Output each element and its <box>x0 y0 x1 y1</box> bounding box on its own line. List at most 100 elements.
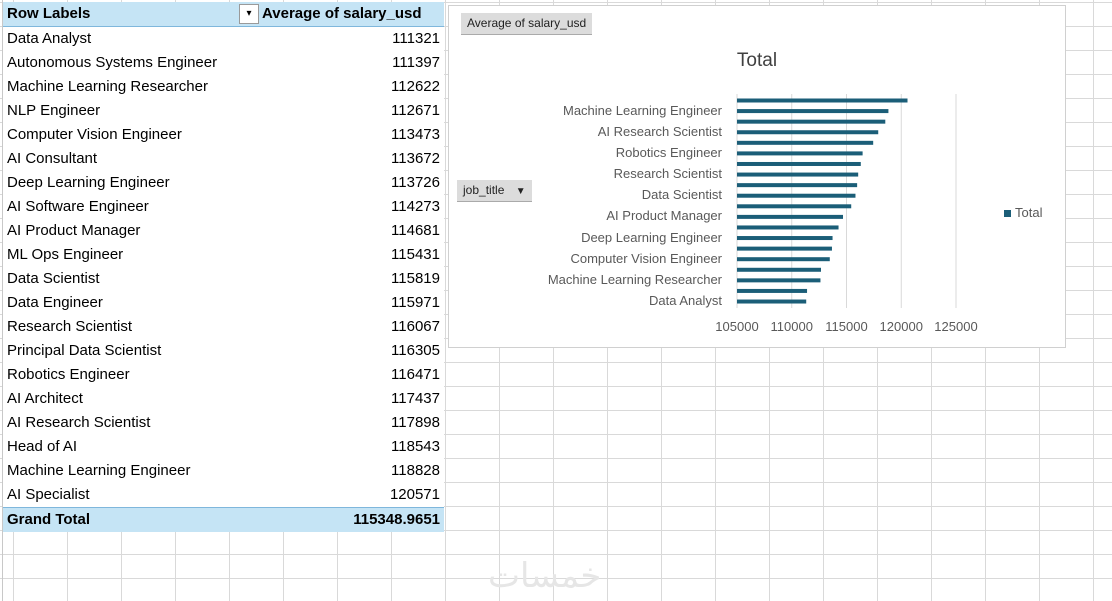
pivot-row[interactable]: Deep Learning Engineer 113726 <box>3 171 444 195</box>
pivot-row[interactable]: Autonomous Systems Engineer 111397 <box>3 51 444 75</box>
row-labels-header[interactable]: Row Labels <box>7 5 91 22</box>
pivot-row[interactable]: Machine Learning Researcher 112622 <box>3 75 444 99</box>
pivot-row-value: 112622 <box>391 78 440 95</box>
pivot-row[interactable]: Research Scientist 116067 <box>3 315 444 339</box>
pivot-row-value: 117898 <box>391 414 440 431</box>
value-header[interactable]: Average of salary_usd <box>262 5 422 22</box>
bar[interactable] <box>737 278 821 283</box>
pivot-row[interactable]: ML Ops Engineer 115431 <box>3 243 444 267</box>
pivot-row-value: 115971 <box>391 294 440 311</box>
pivot-row-value: 113672 <box>391 150 440 167</box>
pivot-row-value: 117437 <box>391 390 440 407</box>
bar[interactable] <box>737 246 832 251</box>
bar[interactable] <box>737 299 807 304</box>
y-category-label: Data Analyst <box>649 293 722 309</box>
pivot-row-value: 118828 <box>391 462 440 479</box>
pivot-row-value: 114681 <box>391 222 440 239</box>
pivot-row[interactable]: AI Architect 117437 <box>3 387 444 411</box>
legend-key-icon <box>1004 210 1011 217</box>
x-tick-label: 110000 <box>771 319 813 334</box>
y-category-label: AI Product Manager <box>606 208 722 224</box>
pivot-row[interactable]: Data Analyst 111321 <box>3 27 444 51</box>
bar[interactable] <box>737 288 808 293</box>
bar[interactable] <box>737 151 863 156</box>
pivot-row[interactable]: Machine Learning Engineer 118828 <box>3 459 444 483</box>
pivot-row-value: 114273 <box>391 198 440 215</box>
bar[interactable] <box>737 257 830 262</box>
pivot-row-label: AI Architect <box>7 390 83 407</box>
pivot-row-label: NLP Engineer <box>7 102 101 119</box>
pivot-table[interactable]: Row Labels ▾ Average of salary_usd Data … <box>3 2 444 532</box>
pivot-row-value: 116471 <box>391 366 440 383</box>
pivot-row-label: AI Software Engineer <box>7 198 149 215</box>
bar[interactable] <box>737 267 821 272</box>
pivot-row-value: 113473 <box>391 126 440 143</box>
pivot-row[interactable]: NLP Engineer 112671 <box>3 99 444 123</box>
pivot-row-label: AI Consultant <box>7 150 98 167</box>
pivot-chart[interactable]: Average of salary_usd job_title ▼ Total … <box>448 5 1066 348</box>
pivot-row[interactable]: AI Research Scientist 117898 <box>3 411 444 435</box>
pivot-row-label: AI Specialist <box>7 486 90 503</box>
pivot-row[interactable]: Computer Vision Engineer 113473 <box>3 123 444 147</box>
y-category-label: Robotics Engineer <box>615 144 722 160</box>
sheet-left-border <box>2 0 3 601</box>
pivot-row-label: AI Product Manager <box>7 222 141 239</box>
pivot-row-label: Deep Learning Engineer <box>7 174 170 191</box>
watermark-logo: خمسات <box>488 557 602 595</box>
pivot-row-label: Computer Vision Engineer <box>7 126 182 143</box>
bar[interactable] <box>737 119 886 124</box>
x-tick-label: 120000 <box>880 319 923 334</box>
pivot-row-label: Robotics Engineer <box>7 366 130 383</box>
chevron-down-icon: ▼ <box>515 186 526 197</box>
bar[interactable] <box>737 98 908 103</box>
bar[interactable] <box>737 214 844 219</box>
pivot-row-value: 113726 <box>391 174 440 191</box>
y-category-label: Machine Learning Engineer <box>563 102 722 118</box>
pivot-row-value: 112671 <box>391 102 440 119</box>
bar[interactable] <box>737 130 879 135</box>
pivot-row[interactable]: Data Scientist 115819 <box>3 267 444 291</box>
pivot-row[interactable]: Data Engineer 115971 <box>3 291 444 315</box>
bar[interactable] <box>737 183 858 188</box>
y-category-label: Research Scientist <box>613 166 722 182</box>
bar[interactable] <box>737 140 874 145</box>
pivot-row-label: ML Ops Engineer <box>7 246 124 263</box>
pivot-row[interactable]: AI Consultant 113672 <box>3 147 444 171</box>
pivot-row-value: 111321 <box>392 30 440 47</box>
y-category-label: Deep Learning Engineer <box>581 229 722 245</box>
axis-field-button[interactable]: job_title ▼ <box>457 180 532 202</box>
pivot-row-value: 120571 <box>389 486 440 503</box>
pivot-row-label: Research Scientist <box>7 318 133 335</box>
bar[interactable] <box>737 225 839 230</box>
pivot-row-label: Machine Learning Researcher <box>7 78 208 95</box>
pivot-row[interactable]: Principal Data Scientist 116305 <box>3 339 444 363</box>
chart-plot: 105000 110000 115000 120000 125000 <box>715 94 978 334</box>
pivot-row[interactable]: Robotics Engineer 116471 <box>3 363 444 387</box>
grand-total-value: 115348.9651 <box>353 511 440 528</box>
sort-filter-icon[interactable]: ▾ <box>239 4 259 24</box>
bar[interactable] <box>737 236 833 241</box>
bar[interactable] <box>737 172 859 177</box>
y-category-label: Data Scientist <box>641 187 722 203</box>
chart-legend[interactable]: Total <box>1004 205 1042 220</box>
pivot-row-value: 111397 <box>392 54 440 71</box>
pivot-row-label: Data Scientist <box>7 270 100 287</box>
pivot-row[interactable]: AI Software Engineer 114273 <box>3 195 444 219</box>
pivot-row[interactable]: AI Product Manager 114681 <box>3 219 444 243</box>
legend-label: Total <box>1015 205 1043 220</box>
pivot-row-value: 116305 <box>391 342 440 359</box>
chart-title: Total <box>736 50 778 71</box>
y-category-label: Computer Vision Engineer <box>570 250 722 266</box>
pivot-row-value: 115431 <box>391 246 440 263</box>
bar[interactable] <box>737 109 889 114</box>
pivot-header-row[interactable]: Row Labels ▾ Average of salary_usd <box>3 2 444 27</box>
pivot-row[interactable]: AI Specialist 120571 <box>3 483 444 507</box>
bar[interactable] <box>737 161 861 166</box>
value-field-button[interactable]: Average of salary_usd <box>461 13 593 35</box>
pivot-row-label: AI Research Scientist <box>7 414 151 431</box>
bar[interactable] <box>737 193 856 198</box>
pivot-row[interactable]: Head of AI 118543 <box>3 435 444 459</box>
bar[interactable] <box>737 204 852 209</box>
grand-total-row[interactable]: Grand Total 115348.9651 <box>3 507 444 532</box>
y-category-label: AI Research Scientist <box>597 123 722 139</box>
